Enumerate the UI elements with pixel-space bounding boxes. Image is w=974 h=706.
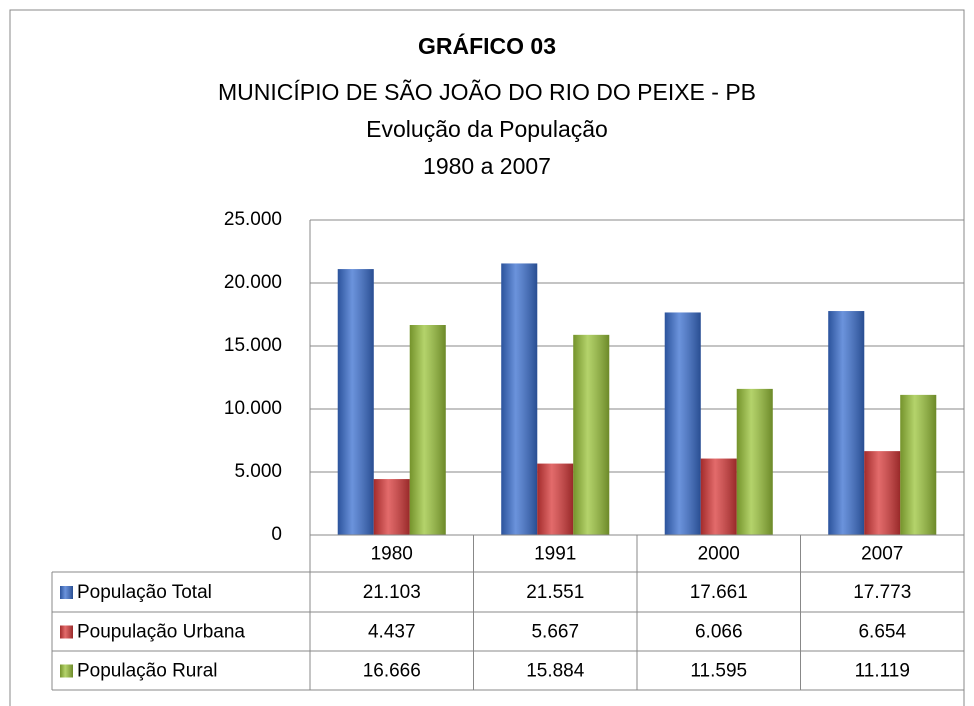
data-label: 17.773 [853,582,911,603]
x-tick-label: 1991 [534,544,576,565]
legend-key-shade [60,664,73,678]
data-label: 4.437 [368,622,416,643]
data-label: 6.654 [858,622,906,643]
x-tick-label: 2000 [698,544,740,565]
bar-shade [664,312,701,535]
x-tick-label: 1980 [371,544,413,565]
bar-shade [409,325,446,535]
bar-shade [573,334,610,535]
legend-label: População Rural [77,661,217,682]
bar-shade [337,269,374,535]
data-label: 5.667 [531,622,579,643]
bar-shade [700,458,737,535]
y-tick-label: 5.000 [234,461,282,482]
x-tick-label: 2007 [861,544,903,565]
data-label: 16.666 [363,661,421,682]
bar-shade [501,263,538,535]
data-label: 15.884 [526,661,585,682]
chart-subtitle: MUNICÍPIO DE SÃO JOÃO DO RIO DO PEIXE - … [218,79,756,105]
bar-shade [537,463,574,535]
data-label: 21.103 [363,582,421,603]
data-label: 17.661 [690,582,748,603]
y-tick-label: 20.000 [224,272,282,293]
y-tick-label: 0 [271,524,282,545]
chart-frame [9,9,965,706]
chart-subtitle: 1980 a 2007 [423,153,551,179]
data-label: 21.551 [526,582,584,603]
data-label: 6.066 [695,622,743,643]
bar-shade [736,388,773,535]
data-label: 11.119 [855,661,910,682]
bar-shade [373,479,410,535]
legend-key-shade [60,586,73,599]
data-label: 11.595 [690,661,747,682]
bar-shade [900,394,937,535]
legend-label: Poupulação Urbana [77,622,245,643]
bar-shade [828,311,865,535]
bar-shade [864,451,901,535]
chart-title: GRÁFICO 03 [418,32,556,59]
y-tick-label: 25.000 [224,209,282,230]
y-tick-label: 10.000 [224,398,282,419]
legend-label: População Total [77,582,212,603]
y-tick-label: 15.000 [224,335,282,356]
chart-subtitle: Evolução da População [366,116,608,142]
legend-key-shade [60,625,73,639]
